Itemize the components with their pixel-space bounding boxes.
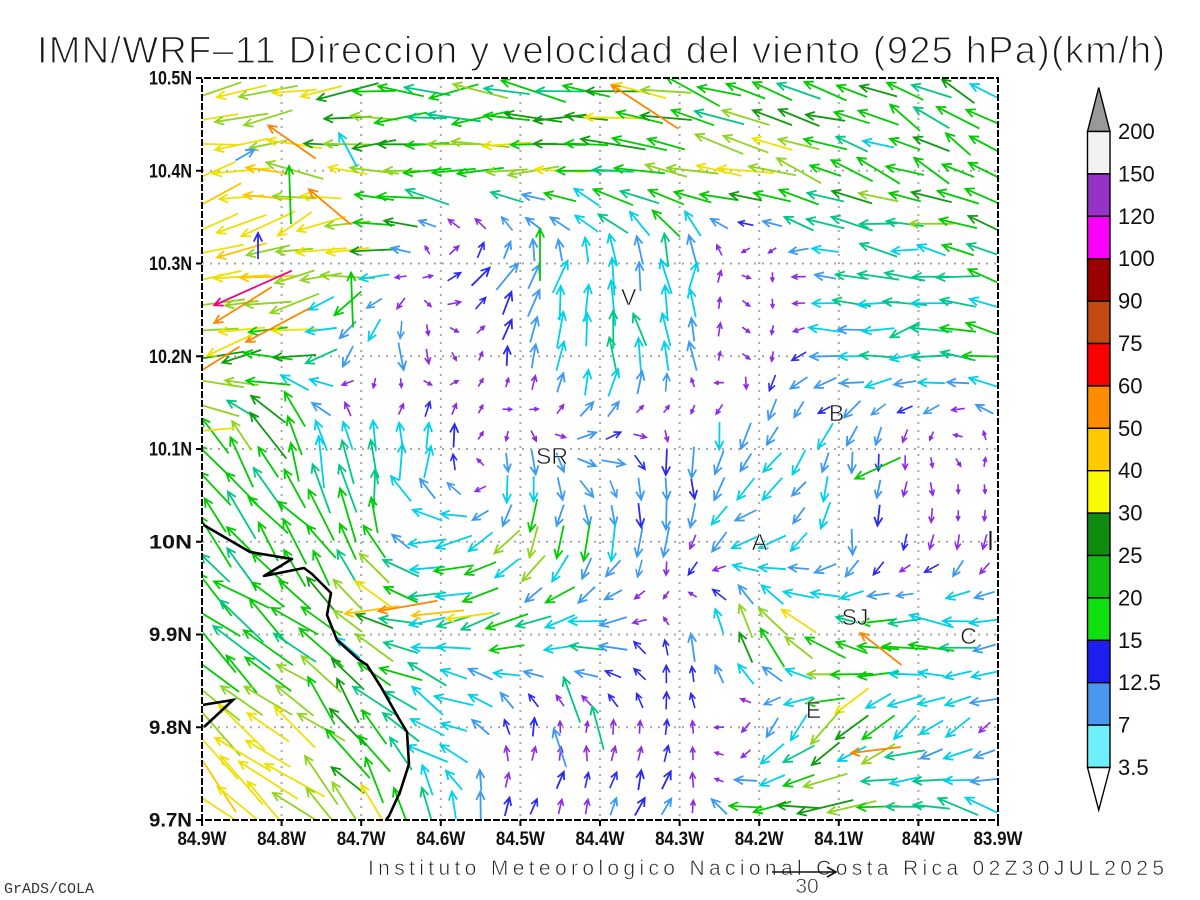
svg-text:84.9W: 84.9W (178, 829, 227, 850)
svg-text:A: A (752, 529, 768, 555)
svg-text:120: 120 (1118, 204, 1155, 229)
svg-text:50: 50 (1118, 416, 1142, 441)
svg-text:7: 7 (1118, 713, 1130, 738)
svg-text:9.7N: 9.7N (149, 811, 192, 832)
svg-text:84.2W: 84.2W (735, 829, 784, 850)
svg-text:10.3N: 10.3N (149, 254, 192, 275)
svg-text:3.5: 3.5 (1118, 755, 1149, 780)
svg-text:20: 20 (1118, 585, 1142, 610)
svg-text:200: 200 (1118, 119, 1155, 144)
svg-text:84.4W: 84.4W (576, 829, 625, 850)
svg-text:83.9W: 83.9W (974, 829, 1023, 850)
svg-text:84.8W: 84.8W (257, 829, 306, 850)
svg-text:10.5N: 10.5N (149, 69, 192, 90)
svg-text:IMN/WRF–11 Direccion y velocid: IMN/WRF–11 Direccion y velocidad del vie… (37, 30, 1165, 72)
svg-text:30: 30 (795, 875, 818, 898)
svg-text:9.9N: 9.9N (149, 625, 192, 646)
svg-text:84.7W: 84.7W (337, 829, 386, 850)
svg-text:E: E (806, 697, 821, 723)
svg-text:10N: 10N (149, 532, 192, 553)
svg-text:30: 30 (1118, 501, 1142, 526)
svg-text:10.2N: 10.2N (149, 347, 192, 368)
svg-text:84.5W: 84.5W (496, 829, 545, 850)
svg-text:84W: 84W (902, 829, 935, 850)
svg-text:V: V (621, 284, 637, 310)
svg-text:10.4N: 10.4N (149, 161, 192, 182)
svg-text:12.5: 12.5 (1118, 670, 1161, 695)
svg-text:84.1W: 84.1W (814, 829, 863, 850)
svg-text:25: 25 (1118, 543, 1142, 568)
svg-text:150: 150 (1118, 161, 1155, 186)
svg-text:84.6W: 84.6W (416, 829, 465, 850)
svg-text:C: C (960, 623, 977, 649)
svg-text:84.3W: 84.3W (655, 829, 704, 850)
svg-text:90: 90 (1118, 289, 1142, 314)
svg-text:10.1N: 10.1N (149, 440, 192, 461)
svg-text:75: 75 (1118, 331, 1142, 356)
svg-text:60: 60 (1118, 373, 1142, 398)
svg-text:GrADS/COLA: GrADS/COLA (4, 881, 94, 898)
svg-text:9.8N: 9.8N (149, 718, 192, 739)
svg-text:40: 40 (1118, 458, 1142, 483)
svg-text:15: 15 (1118, 628, 1142, 653)
svg-text:B: B (829, 400, 844, 426)
svg-text:100: 100 (1118, 246, 1155, 271)
svg-text:SR: SR (536, 443, 568, 469)
svg-text:SJ: SJ (842, 604, 869, 630)
